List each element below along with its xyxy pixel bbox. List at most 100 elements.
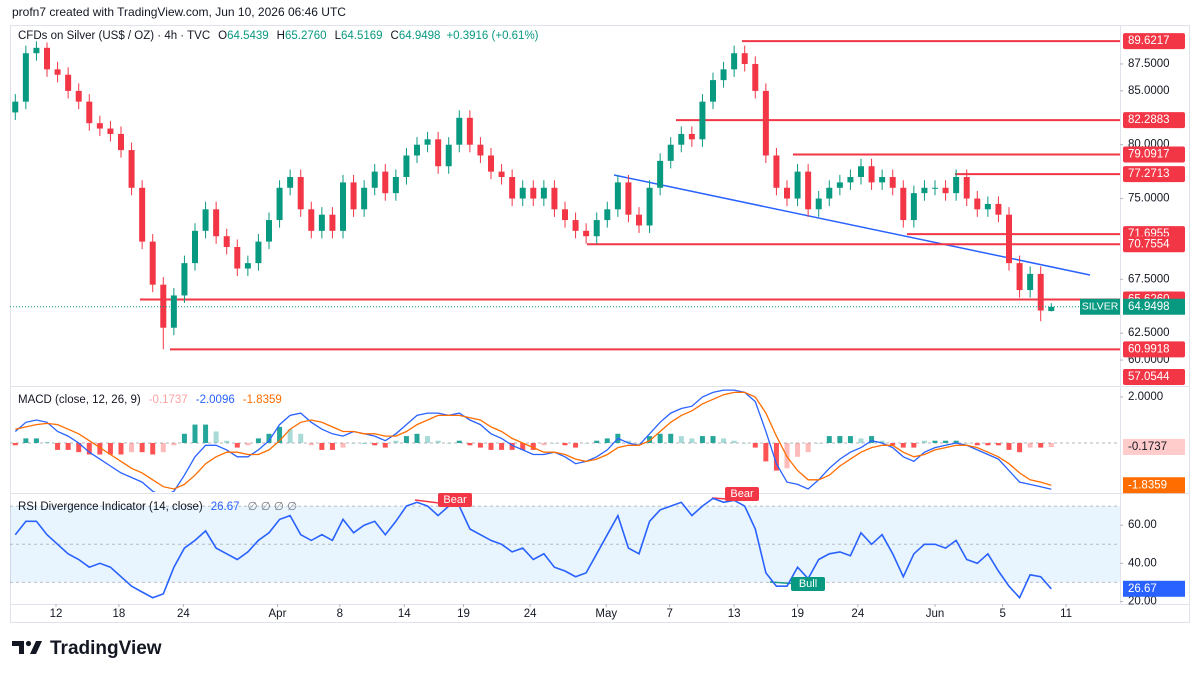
candle-body (466, 117, 473, 145)
logo-mark (12, 641, 24, 654)
y-tick-label: 62.5000 (1128, 327, 1170, 339)
candle-body (139, 187, 146, 242)
macd-histogram-bar (953, 440, 959, 443)
candle-body (572, 220, 579, 231)
candle-body (583, 230, 590, 237)
macd-histogram-bar (456, 440, 462, 443)
macd-histogram-bar (858, 438, 864, 443)
candle-body (562, 209, 568, 221)
candle-body (1037, 273, 1044, 311)
candle-body (784, 187, 790, 199)
macd-histogram-bar (393, 440, 399, 443)
macd-histogram-bar (890, 442, 896, 446)
candle-body (297, 177, 304, 210)
y-tick-label: 20.00 (1128, 596, 1157, 608)
rsi-line (14, 497, 1052, 600)
candle-body (456, 117, 463, 145)
legend-change: +0.3916 (+0.61%) (446, 30, 538, 42)
legend-value: -2.0096 (196, 394, 235, 406)
macd-histogram-bar (573, 442, 579, 448)
level-label: 77.2713 (1128, 168, 1170, 180)
macd-histogram-bar (23, 438, 29, 443)
macd-histogram-bar (985, 442, 991, 446)
candle-body (361, 187, 368, 210)
candle-body (636, 214, 642, 226)
tradingview-logo (12, 640, 42, 654)
level-label-box (1123, 236, 1185, 253)
macd-histogram-bar (224, 440, 230, 443)
macd-histogram-bar (435, 440, 441, 443)
legend-value: 64.9498 (399, 30, 441, 42)
candle-body (223, 236, 230, 247)
candle-body (255, 241, 262, 264)
divergence-marker-box (725, 487, 759, 501)
candle-body (33, 47, 40, 54)
macd-histogram-bar (192, 424, 198, 443)
candle-body (12, 101, 19, 113)
candle-body (910, 193, 917, 221)
y-tick-label: 60.00 (1128, 519, 1157, 531)
macd-histogram-bar (160, 442, 166, 453)
macd-histogram-bar (44, 441, 50, 443)
logo-mark (30, 641, 42, 654)
candle-body (699, 101, 706, 140)
macd-histogram-bar (488, 442, 494, 450)
macd-histogram-bar (773, 442, 779, 471)
candle-body (276, 187, 283, 221)
macd-histogram-bar (340, 442, 346, 448)
candle-body (403, 155, 410, 178)
x-tick-label: 18 (112, 608, 125, 620)
macd-histogram-bar (551, 442, 557, 444)
macd-histogram-bar (900, 442, 906, 448)
candle-body (815, 198, 822, 210)
macd-histogram-bar (710, 436, 716, 443)
macd-histogram-bar (467, 442, 473, 446)
macd-histogram-bar (562, 442, 568, 446)
macd-histogram-bar (329, 442, 335, 450)
level-label: 79.0917 (1128, 149, 1170, 161)
macd-histogram-bar (76, 442, 82, 453)
candle-body (540, 187, 547, 199)
candle-body (710, 80, 716, 102)
macd-histogram-bar (921, 440, 927, 443)
macd-histogram-bar (203, 424, 209, 443)
macd-histogram-bar (425, 436, 431, 443)
y-tick-label: 87.5000 (1128, 58, 1170, 70)
legend-title: CFDs on Silver (US$ / OZ) · 4h · TVC (18, 30, 210, 42)
x-tick-label: 19 (457, 608, 470, 620)
macd-histogram-bar (604, 438, 610, 443)
x-tick-label: 24 (524, 608, 537, 620)
candle-body (847, 177, 854, 183)
candle-body (54, 69, 61, 75)
candle-body (762, 90, 769, 156)
y-tick-label: 75.0000 (1128, 193, 1170, 205)
x-tick-label: 11 (1060, 608, 1072, 620)
candle-body (942, 187, 949, 194)
candle-body (805, 171, 812, 210)
macd-histogram-bar (287, 429, 293, 443)
legend-key: L (335, 30, 342, 42)
macd-histogram-bar (361, 442, 367, 444)
level-label-box (1123, 369, 1185, 385)
level-label: 82.2883 (1128, 114, 1170, 126)
legend-value: -0.1737 (149, 394, 188, 406)
x-tick-label: 12 (50, 608, 63, 620)
candle-body (392, 177, 399, 194)
candle-body (329, 214, 336, 231)
candle-body (118, 133, 124, 151)
candle-body (213, 209, 220, 237)
candle-body (667, 144, 674, 161)
macd-histogram-bar (541, 442, 547, 446)
macd-histogram-bar (974, 442, 980, 446)
macd-histogram-bar (403, 436, 409, 443)
candle-body (22, 53, 29, 102)
legend-inputs: ∅ ∅ ∅ ∅ (248, 501, 298, 513)
candle-body (921, 187, 928, 194)
candle-body (149, 241, 156, 285)
macd-legend: MACD (close, 12, 26, 9) -0.1737 -2.0096 -1.… (18, 394, 282, 406)
rsi-value-box (1123, 580, 1185, 597)
candle-body (752, 63, 759, 91)
divergence-marker: Bear (730, 488, 754, 500)
macd-histogram-bar (752, 442, 758, 448)
